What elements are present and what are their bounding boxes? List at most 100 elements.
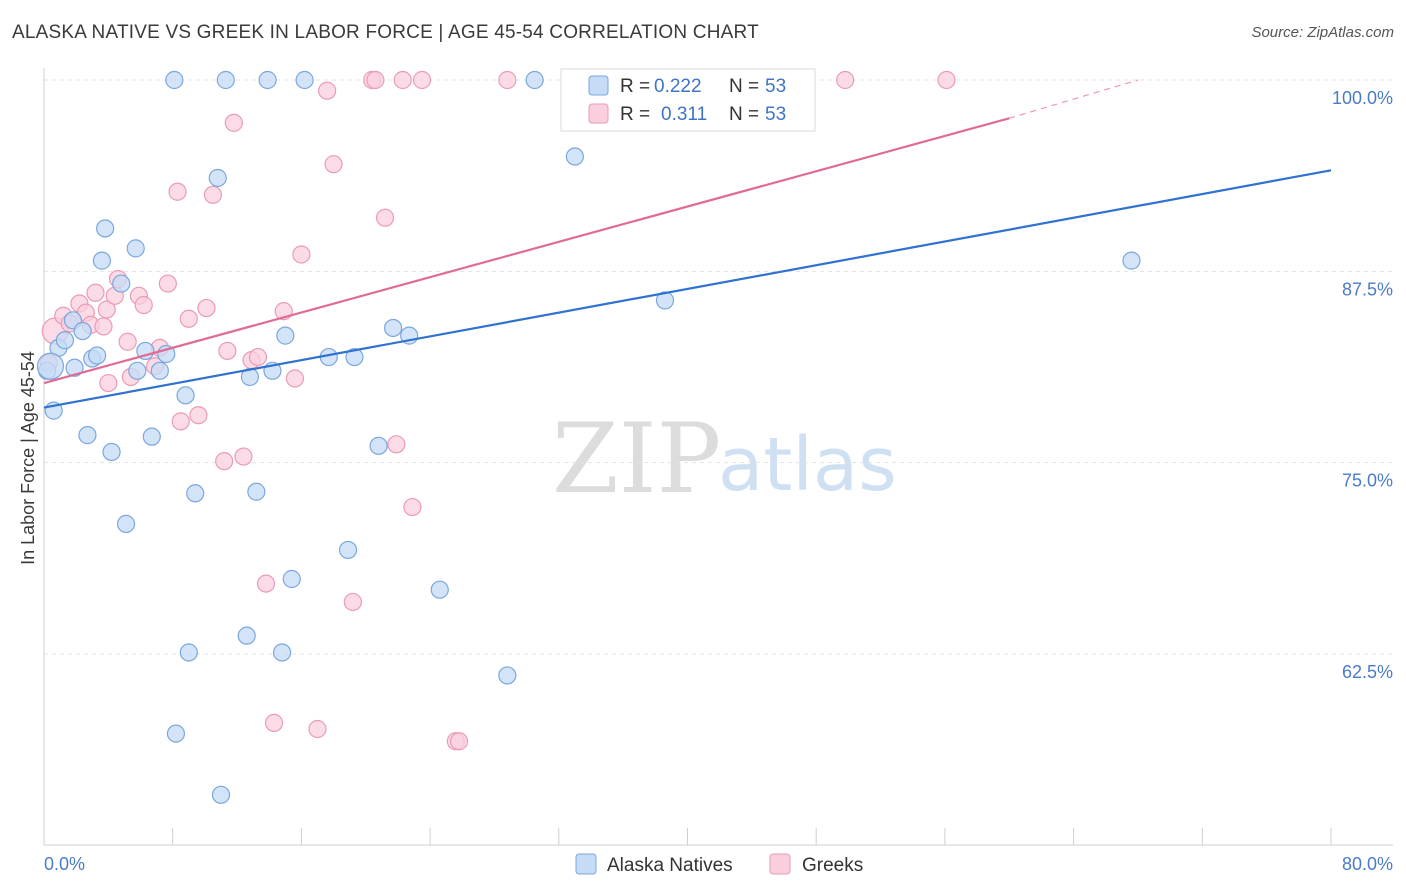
alaska-point [272,643,292,662]
bottom-legend-swatch-greeks [769,853,791,875]
greeks-point [171,412,190,431]
alaska-point [282,569,301,589]
source-credit: Source: ZipAtlas.com [1251,24,1394,41]
greeks-point [412,70,432,90]
alaska-point [345,347,364,367]
greeks-point [937,70,956,90]
alaska-point [258,70,277,90]
alaska-point [102,442,121,462]
greeks-point [86,283,105,302]
greeks-point [248,347,268,367]
greeks-points [39,70,956,751]
greeks-point [318,81,337,100]
legend-n-value-1: 53 [765,76,786,97]
alaska-point [498,666,517,685]
y-axis-label: In Labor Force | Age 45-54 [18,351,38,565]
alaska-natives-trend-line [43,169,1332,409]
bottom-legend-swatch-alaska [575,853,597,875]
correlation-legend: R = 0.222 N = 53 R = 0.311 N = 53 [560,68,816,132]
greeks-point [343,592,362,612]
greeks-point [158,274,177,293]
alaska-point [240,367,260,387]
greeks-point [308,719,327,739]
trend-lines [43,79,1332,409]
alaska-point [247,482,266,501]
greeks-point [197,298,216,318]
legend-n-label-1: N = [729,76,759,97]
alaska-point [211,785,231,804]
greeks-point [215,452,234,471]
alaska-point [216,70,235,90]
watermark-zip: ZIP [552,403,721,515]
alaska-point [179,643,198,662]
alaska-point [430,580,449,599]
greeks-trend-extension [1009,79,1139,119]
alaska-point [166,724,186,743]
legend-n-label-2: N = [729,104,759,125]
watermark-atlas: atlas [718,422,897,508]
alaska-point [1122,251,1141,270]
legend-r-label-2: R = [620,104,650,125]
bottom-legend-greeks: Greeks [802,855,863,876]
alaska-point [165,70,184,90]
alaska-point [112,274,131,293]
chart-title: ALASKA NATIVE VS GREEK IN LABOR FORCE | … [12,22,759,43]
greeks-point [292,245,311,264]
alaska-point [176,386,195,405]
greeks-point [324,155,343,174]
greeks-point [134,295,153,315]
greeks-trend-line [43,117,1010,385]
alaska-point [55,331,75,350]
greeks-point [97,300,116,319]
alaska-point [383,318,403,338]
alaska-point [655,291,675,310]
x-tick-min: 0.0% [44,854,85,874]
x-tick-max: 80.0% [1342,854,1393,874]
alaska-point [186,484,205,503]
y-tick-label-0: 62.5% [1342,662,1393,682]
y-tick-label-1: 75.0% [1342,471,1393,491]
legend-swatch-blue [588,75,609,96]
greeks-point [99,373,118,393]
y-tick-label-3: 100.0% [1332,88,1393,108]
greeks-point [403,497,422,517]
series-legend: Alaska Natives Greeks [575,853,863,876]
legend-r-value-1: 0.222 [654,76,702,97]
alaska-point [128,361,147,380]
alaska-point [565,147,584,166]
y-tick-label-2: 87.5% [1342,279,1393,299]
greeks-point [498,70,517,90]
greeks-point [836,70,855,90]
greeks-point [234,447,253,466]
greeks-point [366,70,385,90]
alaska-point [142,427,161,446]
alaska-point [525,70,544,90]
alaska-point [338,540,358,560]
alaska-point [78,426,97,445]
legend-n-value-2: 53 [765,104,786,125]
greeks-point [218,341,237,361]
alaska-natives-points [36,70,1141,804]
alaska-point [369,436,388,455]
greeks-point [203,185,223,204]
legend-swatch-pink [588,103,609,124]
alaska-point [116,514,136,533]
greeks-point [94,317,113,336]
greeks-point [387,435,406,454]
greeks-point [179,309,198,328]
greeks-point [168,182,187,201]
alaska-point [36,352,65,380]
alaska-point [150,361,169,380]
greeks-point [224,113,243,132]
legend-r-label-1: R = [620,76,650,97]
greeks-point [375,208,395,227]
alaska-point [237,626,256,645]
legend-r-value-2: 0.311 [661,104,707,125]
bottom-legend-alaska: Alaska Natives [607,855,733,876]
alaska-point [208,168,227,188]
greeks-point [285,369,305,388]
greeks-point [189,406,208,425]
greeks-point [393,70,412,90]
alaska-point [96,219,115,238]
greeks-point [256,574,276,593]
